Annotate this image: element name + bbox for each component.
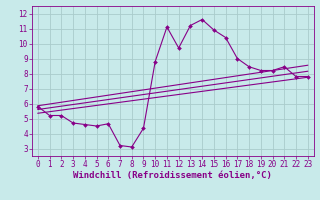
X-axis label: Windchill (Refroidissement éolien,°C): Windchill (Refroidissement éolien,°C) <box>73 171 272 180</box>
